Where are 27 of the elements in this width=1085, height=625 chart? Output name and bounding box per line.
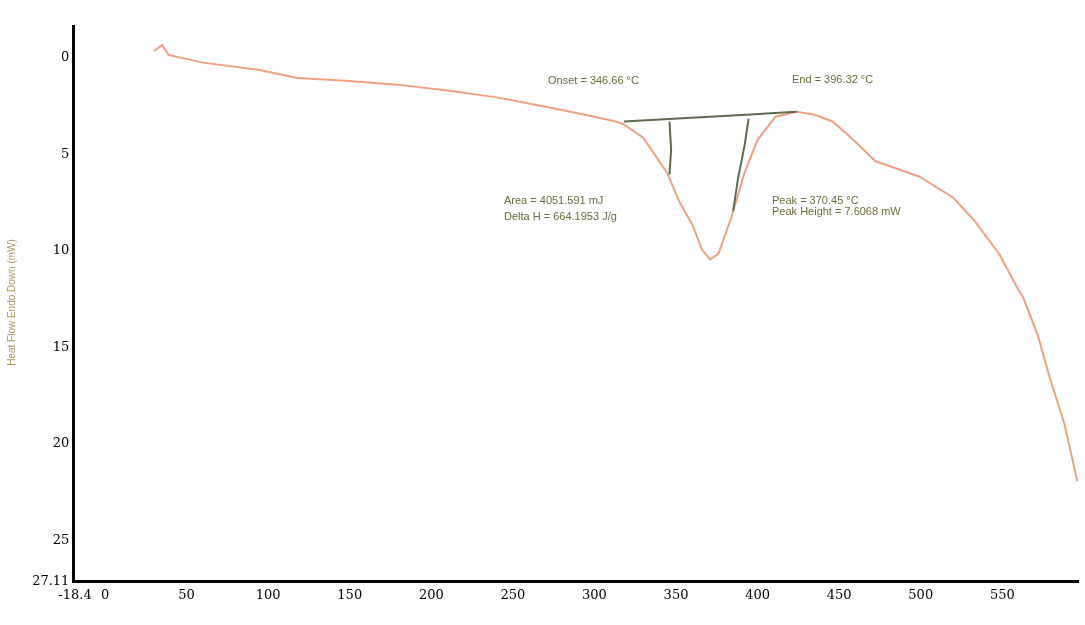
y-tick-label: 27.11 [32,572,70,588]
x-tick-label: -18.4 [58,586,92,602]
y-tick-label: 25 [52,531,70,547]
y-tick-label: 0 [61,49,70,65]
x-tick-label: 0 [100,586,110,602]
annotation: Peak Height = 7.6068 mW [772,205,902,217]
x-tick-label: 150 [337,586,363,602]
annotation: Peak = 370.45 °C [772,194,859,206]
x-tick-label: 100 [255,586,281,602]
x-tick-label: 450 [826,586,852,602]
y-tick-label: 15 [52,338,70,354]
x-tick-label: 350 [663,586,689,602]
y-tick-label: 5 [61,145,70,161]
y-tick-label: 10 [52,242,70,258]
annotation: Area = 4051.591 mJ [504,194,604,206]
x-tick-label: 400 [745,586,771,602]
x-tick-label: 500 [908,586,934,602]
annotation: Onset = 346.66 °C [548,74,639,86]
x-tick-label: 550 [989,586,1015,602]
y-tick-label: 20 [52,435,70,451]
y-axis-title: Heat Flow Endo Down (mW) [6,239,18,366]
x-tick-label: 250 [500,586,526,602]
annotation: End = 396.32 °C [792,73,874,85]
x-tick-label: 300 [582,586,607,602]
annotation: Delta H = 664.1953 J/g [504,210,617,222]
x-tick-label: 50 [178,586,195,602]
x-tick-label: 200 [418,586,444,602]
